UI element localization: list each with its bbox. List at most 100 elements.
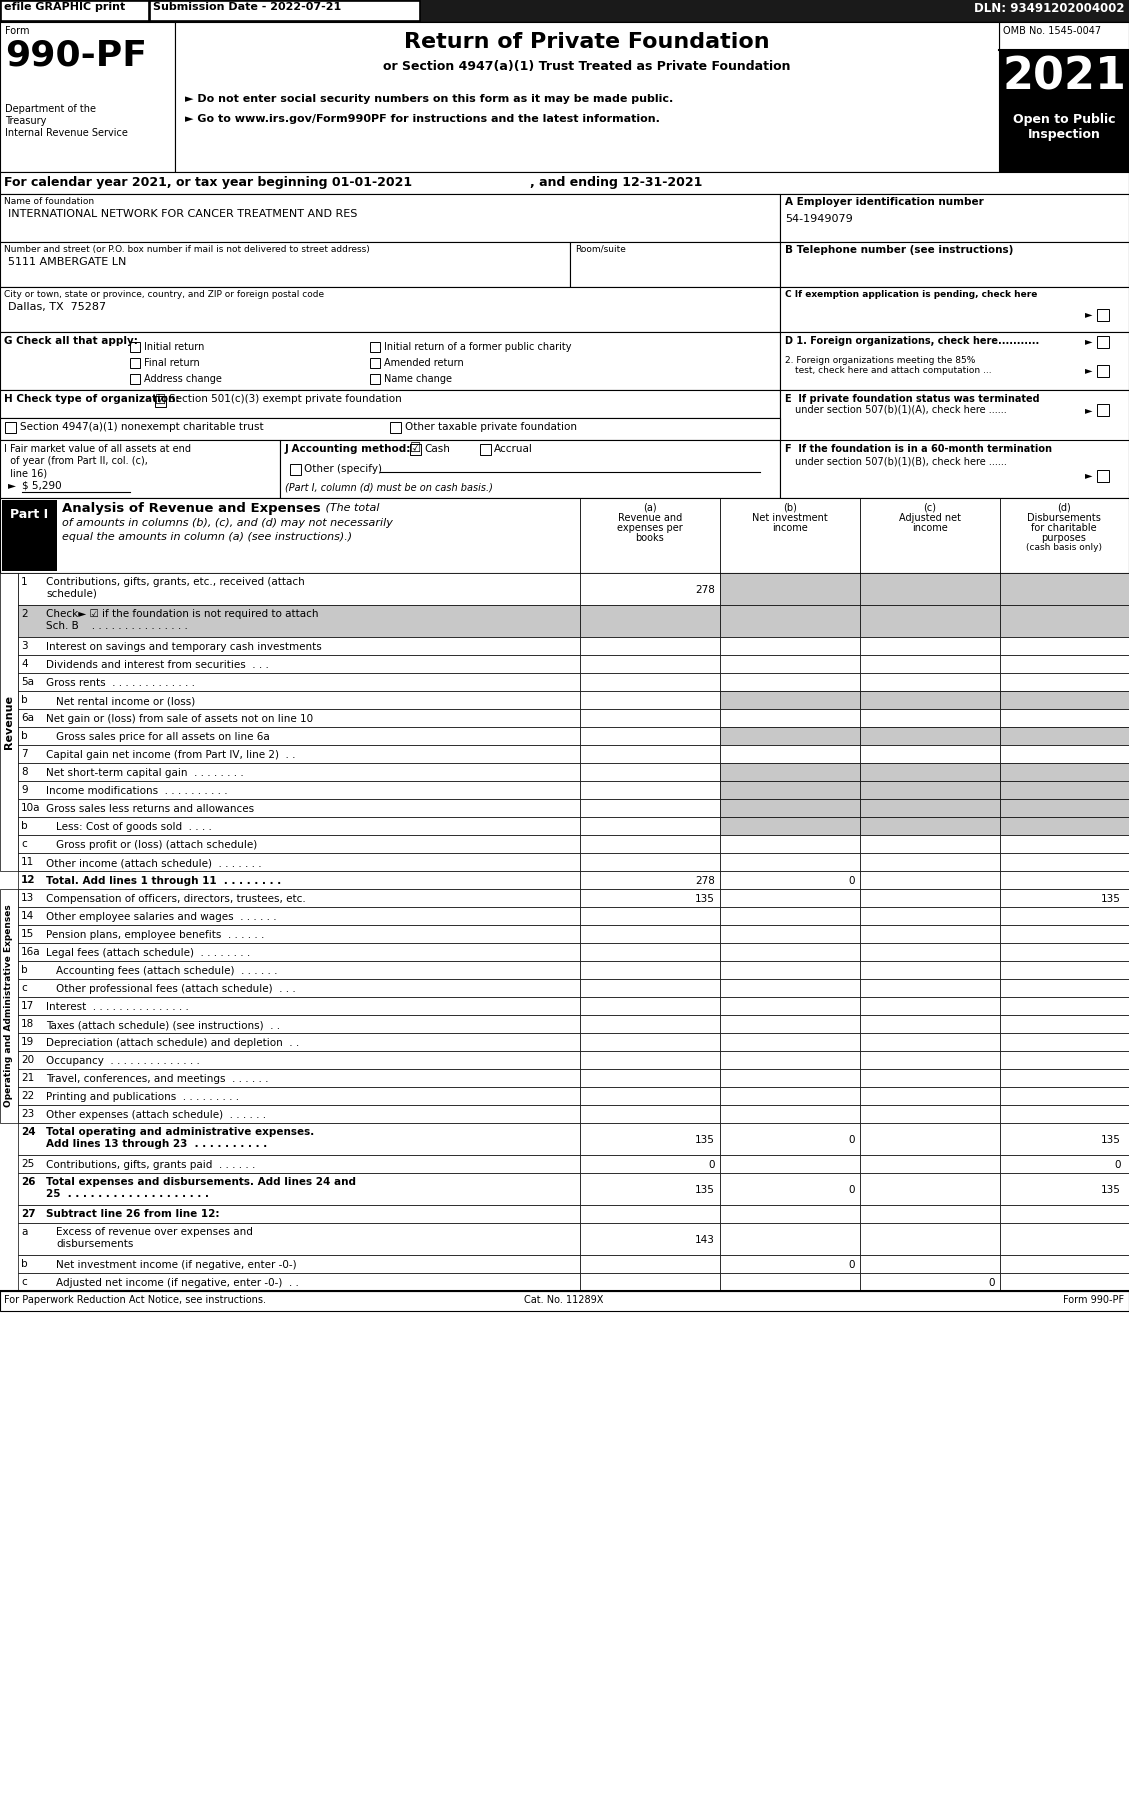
Text: Section 4947(a)(1) nonexempt charitable trust: Section 4947(a)(1) nonexempt charitable … [20, 423, 264, 432]
Text: expenses per: expenses per [618, 523, 683, 532]
Text: C If exemption application is pending, check here: C If exemption application is pending, c… [785, 289, 1038, 298]
Text: b: b [21, 966, 27, 975]
Bar [1000, 726, 1129, 744]
Bar [720, 654, 860, 672]
Bar [860, 1172, 1000, 1205]
Bar [580, 834, 720, 852]
Text: ►: ► [8, 480, 16, 491]
Bar [0, 243, 570, 288]
Text: 22: 22 [21, 1091, 34, 1100]
Bar [1097, 469, 1109, 482]
Bar [0, 22, 1129, 173]
Text: b: b [21, 696, 27, 705]
Bar [580, 1106, 720, 1124]
Text: 2. Foreign organizations meeting the 85%: 2. Foreign organizations meeting the 85% [785, 356, 975, 365]
Text: for charitable: for charitable [1031, 523, 1096, 532]
Text: Total. Add lines 1 through 11  . . . . . . . .: Total. Add lines 1 through 11 . . . . . … [46, 876, 281, 886]
Text: Other (specify): Other (specify) [304, 464, 382, 475]
Bar [0, 574, 18, 870]
Bar [720, 1154, 860, 1172]
Bar [18, 1124, 580, 1154]
Bar [18, 924, 580, 942]
Text: 25: 25 [21, 1160, 34, 1169]
Text: (The total: (The total [322, 502, 379, 512]
Text: 26: 26 [21, 1178, 35, 1187]
Text: Interest on savings and temporary cash investments: Interest on savings and temporary cash i… [46, 642, 322, 653]
Text: under section 507(b)(1)(A), check here ......: under section 507(b)(1)(A), check here .… [795, 405, 1007, 415]
Text: Other professional fees (attach schedule)  . . .: Other professional fees (attach schedule… [56, 984, 296, 994]
Bar [860, 1106, 1000, 1124]
Bar [0, 498, 1129, 574]
Text: Net short-term capital gain  . . . . . . . .: Net short-term capital gain . . . . . . … [46, 768, 244, 779]
Bar [480, 444, 491, 455]
Bar [155, 396, 166, 406]
Bar [18, 1052, 580, 1070]
Bar [130, 358, 140, 369]
Text: 24: 24 [21, 1127, 36, 1136]
Bar [860, 672, 1000, 690]
Bar [370, 374, 380, 385]
Text: Form 990-PF: Form 990-PF [1062, 1295, 1124, 1305]
Text: For Paperwork Reduction Act Notice, see instructions.: For Paperwork Reduction Act Notice, see … [5, 1295, 266, 1305]
Text: Total operating and administrative expenses.: Total operating and administrative expen… [46, 1127, 314, 1136]
Bar [18, 870, 580, 888]
Bar [580, 726, 720, 744]
Text: of amounts in columns (b), (c), and (d) may not necessarily: of amounts in columns (b), (c), and (d) … [62, 518, 393, 529]
Bar [580, 780, 720, 798]
Bar [999, 50, 1129, 104]
Bar [1000, 762, 1129, 780]
Text: A Employer identification number: A Employer identification number [785, 198, 983, 207]
Text: efile GRAPHIC print: efile GRAPHIC print [5, 2, 125, 13]
Bar [0, 333, 780, 390]
Text: purposes: purposes [1042, 532, 1086, 543]
Text: Accrual: Accrual [495, 444, 533, 455]
Text: 0: 0 [709, 1160, 715, 1170]
Text: ☑: ☑ [410, 442, 421, 455]
Bar [860, 834, 1000, 852]
Bar [999, 22, 1129, 50]
Bar [18, 798, 580, 816]
Bar [1000, 708, 1129, 726]
Bar [18, 960, 580, 978]
Bar [1000, 1088, 1129, 1106]
Text: $ 5,290: $ 5,290 [21, 480, 62, 491]
Bar [0, 441, 280, 498]
Bar [580, 1172, 720, 1205]
Bar [720, 708, 860, 726]
Bar [1000, 1052, 1129, 1070]
Bar [860, 762, 1000, 780]
Bar [720, 1255, 860, 1273]
Bar [720, 852, 860, 870]
Text: 25  . . . . . . . . . . . . . . . . . . .: 25 . . . . . . . . . . . . . . . . . . . [46, 1188, 209, 1199]
Bar [720, 1106, 860, 1124]
Bar [860, 852, 1000, 870]
Text: 6a: 6a [21, 714, 34, 723]
Bar [580, 1223, 720, 1255]
Bar [1000, 978, 1129, 998]
Text: , and ending 12-31-2021: , and ending 12-31-2021 [530, 176, 702, 189]
Bar [1000, 870, 1129, 888]
Bar [1000, 636, 1129, 654]
Text: Cash: Cash [425, 444, 449, 455]
Bar [580, 1070, 720, 1088]
Bar [1000, 816, 1129, 834]
Text: 143: 143 [695, 1235, 715, 1244]
Text: line 16): line 16) [5, 467, 47, 478]
Bar [18, 574, 580, 604]
Text: Adjusted net income (if negative, enter -0-)  . .: Adjusted net income (if negative, enter … [56, 1278, 299, 1287]
Bar [0, 888, 18, 1124]
Text: Contributions, gifts, grants, etc., received (attach: Contributions, gifts, grants, etc., rece… [46, 577, 305, 586]
Text: Other income (attach schedule)  . . . . . . .: Other income (attach schedule) . . . . .… [46, 858, 262, 868]
Text: Depreciation (attach schedule) and depletion  . .: Depreciation (attach schedule) and deple… [46, 1037, 299, 1048]
Text: Net rental income or (loss): Net rental income or (loss) [56, 696, 195, 707]
Text: Operating and Administrative Expenses: Operating and Administrative Expenses [5, 904, 14, 1108]
Text: 19: 19 [21, 1037, 34, 1046]
Text: I Fair market value of all assets at end: I Fair market value of all assets at end [5, 444, 191, 455]
Text: Pension plans, employee benefits  . . . . . .: Pension plans, employee benefits . . . .… [46, 930, 264, 940]
Bar [580, 998, 720, 1016]
Text: D 1. Foreign organizations, check here...........: D 1. Foreign organizations, check here..… [785, 336, 1040, 345]
Bar [720, 690, 860, 708]
Bar [580, 1052, 720, 1070]
Text: Name of foundation: Name of foundation [5, 198, 94, 207]
Text: Contributions, gifts, grants paid  . . . . . .: Contributions, gifts, grants paid . . . … [46, 1160, 255, 1170]
